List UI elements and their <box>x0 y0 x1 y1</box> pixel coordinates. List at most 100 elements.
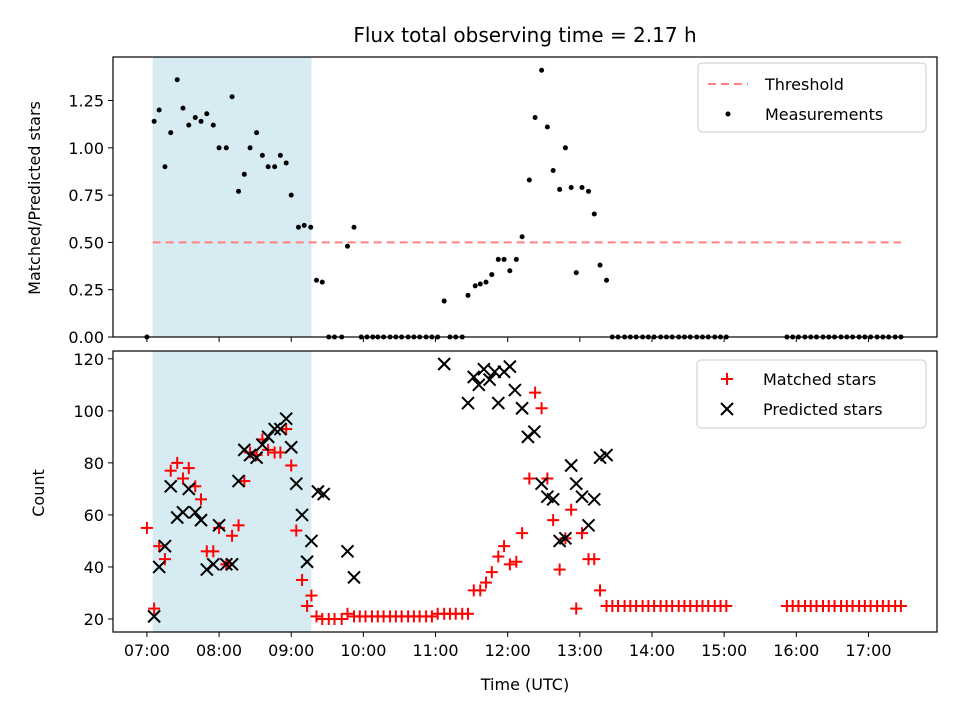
matched-stars-point <box>576 527 589 540</box>
x-tick-label: 08:00 <box>196 641 242 660</box>
predicted-stars-point <box>158 539 172 553</box>
y-tick-label: 120 <box>73 350 104 369</box>
cross-b <box>575 489 589 504</box>
matched-stars-point <box>565 503 578 516</box>
predicted-stars-point <box>249 450 264 465</box>
measurement-point <box>557 186 563 192</box>
cross-b <box>182 482 196 496</box>
cross-b <box>534 476 549 491</box>
cross-b <box>158 539 172 553</box>
legend-predicted-label: Predicted stars <box>763 400 883 419</box>
matched-stars-point <box>148 602 161 615</box>
x-tick-label: 07:00 <box>124 641 170 660</box>
predicted-stars-point <box>212 518 226 533</box>
measurement-point <box>562 145 568 151</box>
matched-stars-point <box>335 612 348 625</box>
measurement-point <box>301 222 307 228</box>
predicted-stars-point <box>284 440 298 454</box>
matched-stars-point <box>296 573 309 586</box>
matched-stars-point <box>894 599 907 612</box>
predicted-stars-point <box>581 518 596 533</box>
cross-b <box>188 505 202 520</box>
predicted-stars-point <box>340 544 355 559</box>
measurement-point <box>579 185 585 191</box>
matched-stars-point <box>232 519 245 532</box>
predicted-stars-point <box>482 372 497 387</box>
matched-stars-point <box>176 472 189 485</box>
predicted-stars-point <box>300 555 314 569</box>
predicted-stars-point <box>558 531 573 546</box>
cross-b <box>540 489 555 504</box>
cross-b <box>340 544 355 559</box>
measurement-point <box>198 118 204 124</box>
matched-stars-point <box>290 524 303 537</box>
y-tick-label: 0.25 <box>68 281 104 300</box>
predicted-stars-point <box>508 383 522 397</box>
x-tick-label: 15:00 <box>701 641 747 660</box>
predicted-stars-point <box>587 492 601 507</box>
measurement-point <box>544 124 550 130</box>
measurement-point <box>441 298 447 304</box>
y-tick-label: 1.00 <box>68 139 104 158</box>
matched-stars-point <box>529 386 542 399</box>
legend-threshold-label: Threshold <box>764 75 844 94</box>
cross-b <box>472 378 486 392</box>
measurement-point <box>351 224 357 230</box>
matched-stars-point <box>310 610 323 623</box>
measurement-point <box>526 177 532 183</box>
predicted-stars-point <box>437 357 451 371</box>
predicted-stars-point <box>515 401 529 415</box>
predicted-stars-point <box>461 396 475 410</box>
x-tick-label: 16:00 <box>773 641 819 660</box>
measurement-point <box>539 67 545 73</box>
y-tick-label: 40 <box>84 558 104 577</box>
measurement-point <box>216 145 222 151</box>
matched-stars-point <box>425 610 438 623</box>
cross-b <box>461 396 475 410</box>
cross-b <box>225 557 239 572</box>
cross-b <box>527 424 542 439</box>
matched-stars-point <box>341 607 354 620</box>
cross-b <box>311 484 325 499</box>
x-tick-label: 11:00 <box>412 641 458 660</box>
bottom-legend: Matched stars Predicted stars <box>696 359 927 429</box>
y-tick-label: 60 <box>84 506 104 525</box>
cross-b <box>279 411 293 426</box>
measurement-point <box>568 185 574 191</box>
measurement-point <box>532 115 538 121</box>
cross-b <box>289 476 303 491</box>
predicted-stars-point <box>599 448 614 462</box>
measurement-point <box>229 94 235 100</box>
y-tick-label: 20 <box>84 610 104 629</box>
cross-b <box>467 370 481 384</box>
matched-stars-point <box>516 527 529 540</box>
top-y-axis-label: Matched/Predicted stars <box>25 101 44 295</box>
predicted-stars-point <box>279 411 293 426</box>
matched-stars-point <box>485 566 498 579</box>
predicted-stars-point <box>477 362 491 376</box>
matched-stars-point <box>140 521 153 534</box>
cross-b <box>194 513 208 527</box>
predicted-stars-point <box>491 396 506 410</box>
predicted-stars-point <box>188 505 202 520</box>
matched-stars-point <box>535 402 548 415</box>
matched-stars-point <box>553 563 566 576</box>
predicted-stars-point <box>182 482 196 496</box>
y-tick-label: 1.25 <box>68 92 104 111</box>
matched-stars-point <box>510 555 523 568</box>
predicted-stars-point <box>569 476 583 491</box>
x-axis-label: Time (UTC) <box>480 675 569 694</box>
matched-stars-point <box>285 459 298 472</box>
measurement-point <box>210 122 216 128</box>
measurement-point <box>585 188 591 194</box>
measurement-point <box>513 256 519 262</box>
matched-stars-point <box>305 589 318 602</box>
matched-stars-point <box>153 540 166 553</box>
cross-b <box>503 359 517 374</box>
y-tick-label: 100 <box>73 402 104 421</box>
matched-stars-point <box>523 472 536 485</box>
matched-stars-point <box>588 553 601 566</box>
observing-window-span <box>152 351 312 632</box>
measurement-point <box>174 77 180 83</box>
y-tick-label: 0.50 <box>68 233 104 252</box>
